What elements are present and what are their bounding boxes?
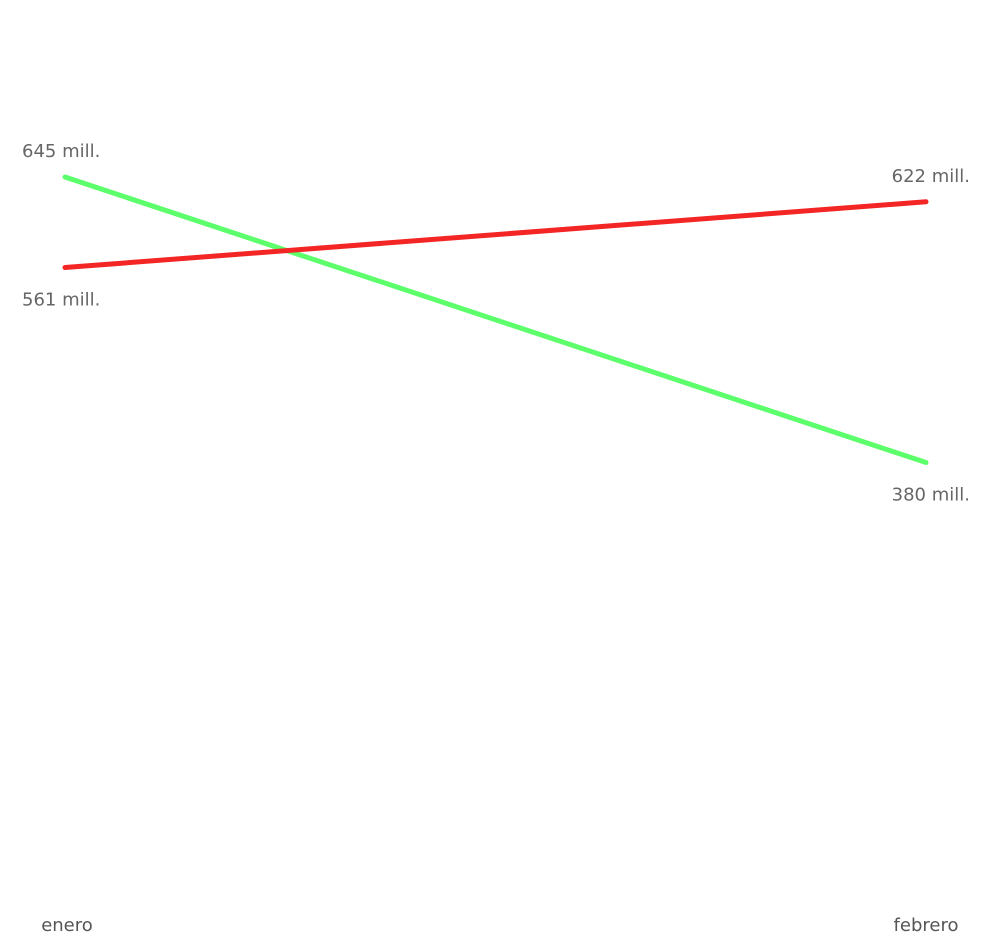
series-line-1 — [62, 199, 929, 271]
data-label-s0-p1: 380 mill. — [892, 485, 970, 506]
x-tick-label-0: enero — [41, 915, 93, 936]
data-label-s0-p0: 645 mill. — [22, 141, 100, 162]
data-label-s1-p0: 561 mill. — [22, 290, 100, 311]
data-label-s1-p1: 622 mill. — [892, 166, 970, 187]
series-line-0 — [62, 174, 929, 466]
x-tick-label-1: febrero — [894, 915, 959, 936]
